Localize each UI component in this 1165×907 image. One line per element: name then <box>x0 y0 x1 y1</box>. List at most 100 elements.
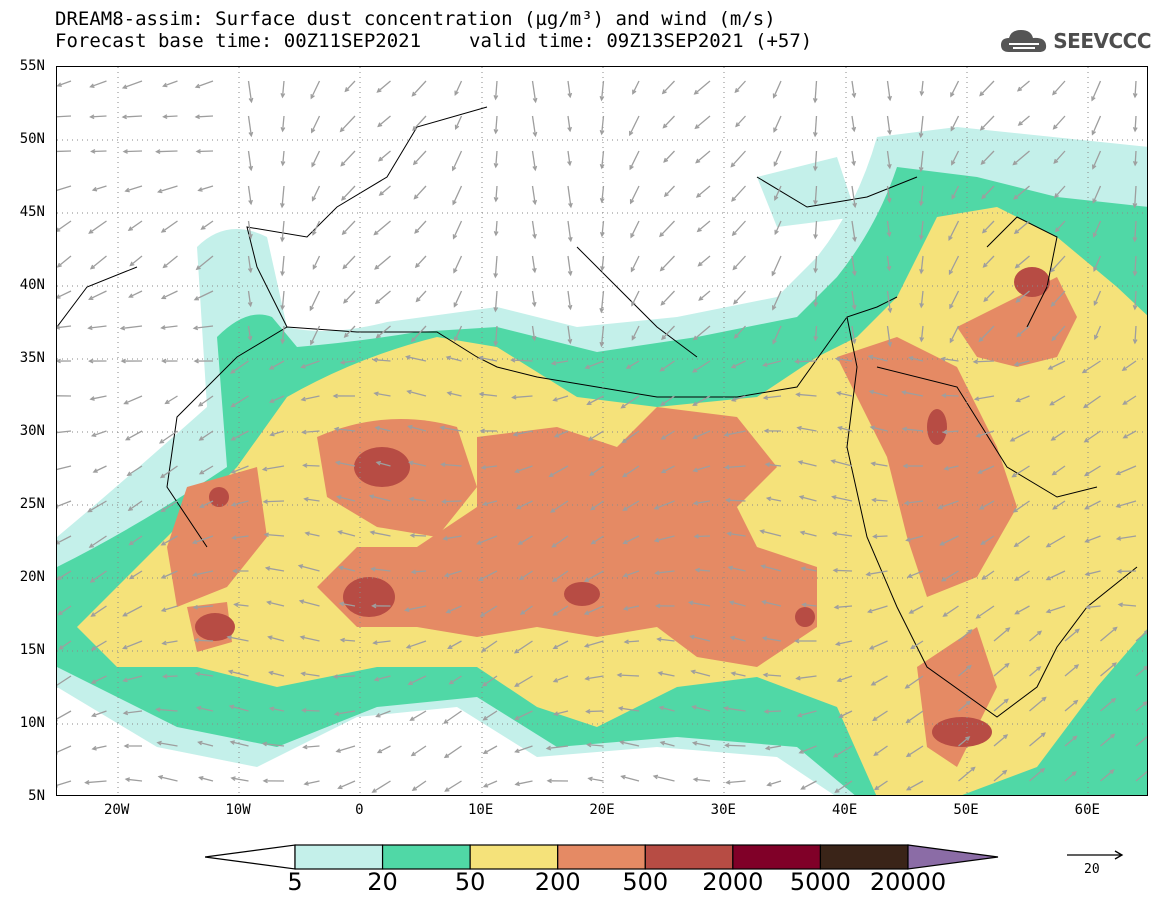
wind-arrow <box>1134 185 1137 207</box>
wind-arrow-head <box>1084 538 1090 543</box>
wind-arrow <box>798 461 817 467</box>
wind-arrow-head <box>851 160 856 167</box>
wind-arrow-head <box>442 536 448 541</box>
wind-arrow <box>906 710 924 723</box>
wind-arrow <box>1092 150 1102 169</box>
wind-arrow-head <box>122 612 128 617</box>
wind-arrow-head <box>454 336 459 342</box>
wind-arrow <box>764 395 782 399</box>
colorbar-label: 5000 <box>789 868 851 896</box>
wind-arrow <box>1084 465 1101 477</box>
wind-arrow <box>903 428 924 432</box>
wind-arrow-head <box>87 325 93 331</box>
wind-arrow <box>979 500 995 510</box>
wind-arrow <box>454 80 463 95</box>
wind-arrow-head <box>1091 130 1096 136</box>
wind-arrow-head <box>795 392 801 397</box>
wind-arrow-head <box>599 307 605 314</box>
wind-arrow-head <box>409 533 415 538</box>
wind-arrow-head <box>372 640 378 646</box>
wind-arrow <box>231 500 249 506</box>
wind-arrow <box>411 80 427 97</box>
wind-arrow-head <box>299 635 305 640</box>
wind-arrow <box>981 535 995 545</box>
wind-arrow-head <box>372 357 378 363</box>
wind-arrow <box>300 636 320 642</box>
wind-arrow-head <box>518 575 525 581</box>
wind-arrow-head <box>58 645 64 650</box>
wind-arrow-head <box>657 671 663 676</box>
wind-arrow <box>376 461 391 467</box>
wind-arrow <box>550 500 569 513</box>
wind-arrow <box>342 220 356 235</box>
wind-arrow <box>731 672 746 677</box>
wind-arrow-head <box>303 781 309 786</box>
wind-arrow-head <box>982 262 988 268</box>
wind-arrow <box>1046 535 1066 548</box>
wind-arrow <box>57 80 72 87</box>
wind-arrow-head <box>851 338 857 345</box>
wind-arrow-head <box>731 231 737 237</box>
wind-arrow <box>229 705 249 712</box>
wind-arrow <box>344 325 356 338</box>
wind-arrow <box>281 290 285 309</box>
wind-arrow-head <box>280 236 285 243</box>
wind-arrow-head <box>800 785 806 790</box>
wind-arrow <box>453 290 463 307</box>
wind-arrow <box>282 150 285 166</box>
wind-arrow <box>483 745 498 754</box>
wind-arrow-head <box>905 718 911 724</box>
wind-arrow <box>591 535 604 545</box>
wind-arrow <box>1046 570 1066 581</box>
wind-arrow <box>195 115 214 118</box>
wind-arrow <box>372 780 391 793</box>
wind-arrow <box>766 463 782 467</box>
wind-arrow-head <box>868 389 875 395</box>
wind-arrow <box>801 780 817 790</box>
wind-arrow <box>453 255 463 273</box>
wind-arrow <box>1100 627 1118 642</box>
wind-arrow-head <box>120 358 126 364</box>
wind-arrow <box>590 500 604 511</box>
wind-arrow <box>661 325 675 340</box>
wind-arrow <box>268 636 285 642</box>
wind-arrow-head <box>837 425 843 431</box>
wind-arrow <box>731 360 746 369</box>
wind-arrow <box>552 360 569 365</box>
wind-arrow <box>732 395 746 402</box>
wind-arrow <box>973 360 995 363</box>
wind-arrow-head <box>909 644 916 650</box>
wind-arrow-head <box>545 745 552 751</box>
wind-arrow <box>230 360 249 374</box>
wind-arrow-head <box>1092 198 1097 204</box>
wind-arrow-head <box>513 648 520 654</box>
wind-arrow-head <box>1081 368 1087 374</box>
lat-label: 20N <box>19 569 45 585</box>
wind-arrow <box>1064 628 1080 642</box>
wind-arrow-head <box>663 192 669 198</box>
wind-arrow <box>950 115 960 131</box>
wind-arrow <box>1116 500 1137 508</box>
wind-arrow-head <box>1053 158 1059 164</box>
wind-arrow-head <box>730 162 736 168</box>
wind-arrow <box>442 500 462 503</box>
wind-arrow <box>833 569 853 572</box>
wind-arrow-head <box>948 269 954 276</box>
wind-arrow <box>369 495 391 502</box>
wind-arrow <box>311 150 321 167</box>
wind-arrow-head <box>764 745 771 751</box>
wind-arrow-head <box>510 357 516 363</box>
wind-arrow <box>263 742 285 747</box>
wind-arrow-head <box>493 163 499 169</box>
wind-arrow-head <box>979 125 985 131</box>
wind-arrow <box>983 290 995 302</box>
wind-arrow-head <box>981 575 987 580</box>
wind-arrow-head <box>57 227 61 232</box>
wind-arrow <box>515 465 533 473</box>
wind-arrow-head <box>413 194 419 200</box>
wind-arrow-head <box>517 540 523 545</box>
wind-arrow <box>773 150 782 166</box>
wind-arrow-head <box>978 337 984 343</box>
wind-arrow <box>693 325 711 341</box>
wind-arrow-head <box>493 197 499 203</box>
